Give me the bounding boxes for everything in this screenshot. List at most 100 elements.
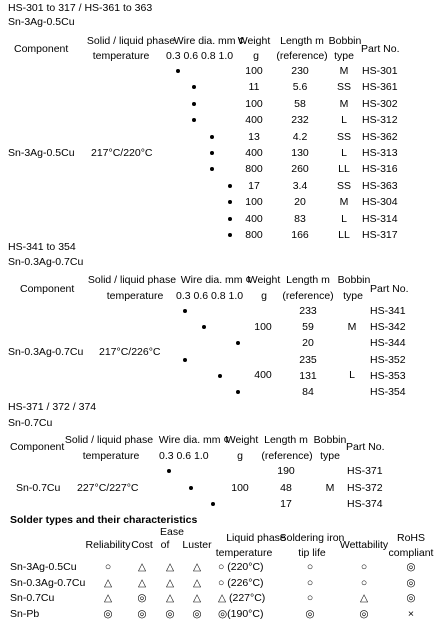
section1-temperature: 217°C/220°C [91, 147, 153, 159]
wire-diameter-marker [176, 69, 180, 73]
header-phase-1: Solid / liquid phase [64, 434, 154, 446]
wire-diameter-marker [228, 183, 232, 188]
header-ease-2: of [160, 539, 170, 551]
section2-bobbin-a: M [347, 321, 357, 333]
length-cell: 232 [291, 114, 309, 127]
part-number-cell: HS-363 [362, 179, 398, 192]
ease-of-use-rating: △ [165, 576, 175, 589]
bobbin-cell: M [339, 65, 349, 77]
part-number-cell: HS-344 [370, 337, 406, 350]
bobbin-cell: LL [338, 163, 350, 176]
iron-tip-life-rating: ○ [306, 561, 314, 573]
cost-rating: ◎ [137, 592, 147, 604]
ease-of-use-rating: △ [165, 592, 175, 604]
liquid-phase-rating: △ (227°C) [218, 592, 266, 604]
solder-type-name: Sn-0.3Ag-0.7Cu [10, 576, 86, 589]
part-number-cell: HS-352 [370, 353, 406, 366]
wire-diameter-marker [218, 373, 222, 378]
header-bobbin-1: Bobbin [337, 274, 371, 286]
solder-type-name: Sn-0.7Cu [10, 592, 55, 604]
header-wettability: Wettability [339, 539, 389, 551]
wettability-rating: ○ [360, 576, 368, 589]
length-cell: 131 [299, 369, 317, 382]
header-length-1: Length m [286, 274, 330, 286]
bobbin-cell: L [341, 212, 347, 225]
header-ease-1: Ease [160, 526, 184, 538]
header-wire-1: Wire dia. mm ¢ [158, 434, 230, 446]
section3-title: HS-371 / 372 / 374 [8, 401, 97, 413]
wire-diameter-marker [211, 502, 215, 506]
section2-alloy: Sn-0.3Ag-0.7Cu [8, 256, 84, 268]
part-number-cell: HS-374 [347, 498, 383, 510]
part-number-cell: HS-371 [347, 465, 383, 477]
wettability-rating: ○ [360, 561, 368, 573]
header-wire-1: Wire dia. mm ¢ [180, 274, 252, 286]
header-part: Part No. [346, 441, 385, 453]
ease-of-use-rating: ◎ [165, 607, 175, 620]
bobbin-cell: LL [338, 229, 350, 241]
header-length-2: (reference) [276, 50, 328, 62]
wettability-rating: ◎ [359, 607, 369, 620]
length-cell: 20 [302, 337, 314, 350]
part-number-cell: HS-341 [370, 305, 406, 317]
wire-diameter-marker [228, 216, 232, 221]
reliability-rating: ○ [104, 561, 112, 573]
wire-diameter-marker [202, 325, 206, 330]
reliability-rating: △ [103, 576, 113, 589]
section1-title: HS-301 to 317 / HS-361 to 363 [8, 2, 153, 14]
header-bobbin-2: type [343, 290, 363, 302]
weight-cell: 100 [245, 65, 263, 77]
header-rohs-2: compliant [388, 547, 434, 559]
header-length-1: Length m [264, 434, 308, 446]
header-phase-2: temperature [106, 290, 164, 302]
header-length-2: (reference) [261, 450, 313, 462]
length-cell: 5.6 [292, 81, 308, 94]
luster-rating: ◎ [192, 607, 202, 620]
length-cell: 48 [280, 481, 292, 494]
length-cell: 58 [294, 97, 306, 110]
header-iron-1: Soldering iron [279, 532, 345, 544]
liquid-phase-rating: ○ (220°C) [218, 561, 264, 573]
part-number-cell: HS-316 [362, 163, 398, 176]
weight-cell: 800 [245, 229, 263, 241]
wire-diameter-marker [192, 101, 196, 106]
iron-tip-life-rating: ○ [306, 592, 314, 604]
weight-cell: 13 [248, 130, 260, 143]
section3-bobbin: M [325, 482, 335, 494]
header-reliability: Reliability [85, 539, 131, 551]
header-rohs-1: RoHS [396, 532, 426, 544]
iron-tip-life-rating: ◎ [305, 607, 315, 620]
length-cell: 3.4 [292, 179, 308, 192]
bobbin-cell: M [339, 97, 349, 110]
header-weight-1: Weight [247, 274, 281, 286]
header-weight-1: Weight [237, 35, 271, 47]
header-component: Component [14, 43, 69, 55]
bobbin-cell: L [341, 114, 347, 127]
cost-rating: ◎ [137, 607, 147, 620]
wire-diameter-marker [192, 85, 196, 90]
wire-diameter-marker [236, 341, 240, 346]
wire-diameter-marker [210, 134, 214, 139]
bobbin-cell: L [341, 147, 347, 159]
section2-bobbin-b: L [349, 369, 355, 381]
header-component: Component [10, 441, 65, 453]
header-length-1: Length m [280, 35, 324, 47]
rohs-rating: ◎ [406, 561, 416, 573]
part-number-cell: HS-312 [362, 114, 398, 127]
section2-temperature: 217°C/226°C [99, 346, 161, 358]
bobbin-cell: SS [336, 130, 352, 143]
part-number-cell: HS-302 [362, 97, 398, 110]
length-cell: 83 [294, 212, 306, 225]
bobbin-cell: SS [336, 179, 352, 192]
wire-diameter-marker [236, 390, 240, 394]
section3-weight: 100 [231, 482, 249, 494]
length-cell: 190 [277, 465, 295, 477]
header-wire-2: 0.3 0.6 0.8 1.0 [166, 50, 234, 62]
header-bobbin-2: type [320, 450, 340, 462]
length-cell: 260 [291, 163, 309, 176]
header-iron-2: tip life [298, 547, 326, 559]
header-component: Component [20, 283, 75, 295]
section3-alloy: Sn-0.7Cu [8, 417, 53, 429]
solder-type-name: Sn-3Ag-0.5Cu [10, 561, 77, 573]
section2-component: Sn-0.3Ag-0.7Cu [8, 346, 84, 358]
